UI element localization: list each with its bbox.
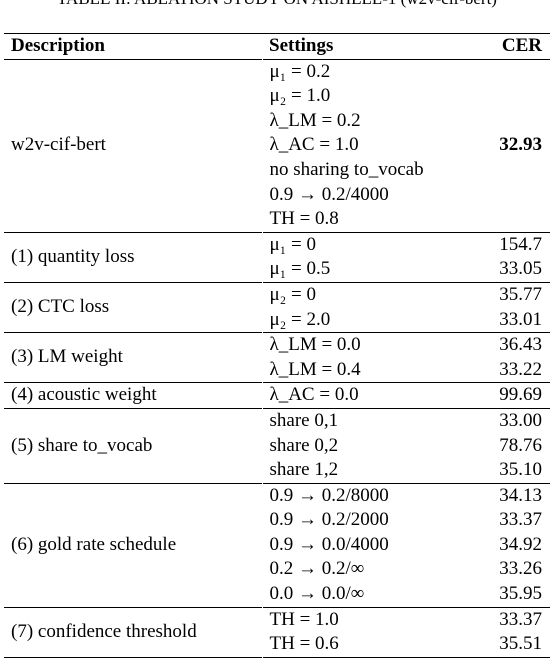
row-setting: μ₁ = 0.5 (269, 258, 331, 280)
row-cer: 33.37 (499, 509, 542, 531)
row-cer: 35.51 (499, 633, 542, 655)
table-row: λ_AC = 1.0 (4, 133, 550, 158)
header-settings: Settings (269, 35, 334, 56)
table-group: (3) LM weight λ_LM = 0.0 36.43 λ_LM = 0.4 33… (4, 333, 550, 383)
table-group: (7) confidence threshold TH = 1.0 33.37 TH … (4, 607, 550, 658)
row-setting: share 1,2 (269, 459, 339, 481)
row-setting: 0.9 → 0.0/4000 (269, 533, 389, 555)
table-row: 0.9 → 0.2/2000 33.37 (4, 508, 550, 533)
row-description: (4) acoustic weight (11, 384, 157, 406)
table-group: w2v-cif-bert μ₁ = 0.2 32.93 μ₂ = 1.0 λ_LM = … (4, 59, 550, 233)
row-cer: 32.93 (499, 134, 542, 156)
row-setting: λ_AC = 0.0 (269, 384, 359, 406)
row-description: (7) confidence threshold (11, 620, 197, 642)
row-setting: 0.9 → 0.2/4000 (269, 183, 389, 205)
table-caption: TABLE II: ABLATION STUDY ON AISHELL-1 (w… (0, 0, 554, 8)
table-group: (4) acoustic weight λ_AC = 0.0 99.69 (4, 383, 550, 409)
table-row: share 0,2 78.76 (4, 434, 550, 459)
row-setting: λ_LM = 0.0 (269, 334, 361, 356)
row-setting: TH = 1.0 (269, 608, 339, 630)
table-row: (4) acoustic weight λ_AC = 0.0 99.69 (4, 383, 550, 409)
row-setting: TH = 0.6 (269, 633, 339, 655)
row-description: (6) gold rate schedule (11, 533, 177, 555)
table-row: w2v-cif-bert μ₁ = 0.2 32.93 (4, 59, 550, 156)
table-row: (7) confidence threshold TH = 1.0 33.37 (4, 607, 550, 642)
row-setting: μ₁ = 0.2 (269, 60, 331, 82)
row-cer: 35.10 (499, 459, 542, 481)
header-cer: CER (501, 35, 542, 56)
row-cer: 33.01 (499, 308, 542, 330)
row-setting: λ_AC = 1.0 (269, 134, 359, 156)
row-cer: 34.92 (499, 533, 542, 555)
row-cer: 34.13 (499, 484, 542, 506)
row-cer: 35.95 (499, 583, 542, 605)
table-row: 0.2 → 0.2/∞ 33.26 (4, 557, 550, 582)
header-description: Description (11, 35, 105, 56)
row-setting: μ₂ = 1.0 (269, 85, 331, 107)
row-cer: 33.22 (499, 358, 542, 380)
row-cer: 33.26 (499, 558, 542, 580)
table-row: 0.0 → 0.0/∞ 35.95 (4, 582, 550, 607)
row-setting: share 0,2 (269, 434, 339, 456)
table-row: (1) quantity loss μ₁ = 0 154.7 (4, 232, 550, 267)
row-setting: 0.9 → 0.2/2000 (269, 509, 389, 531)
table-row: TH = 0.6 35.51 (4, 632, 550, 657)
row-setting: no sharing to_vocab (269, 158, 424, 180)
table-group: (6) gold rate schedule 0.9 → 0.2/8000 34.1… (4, 483, 550, 608)
row-cer: 154.7 (499, 233, 542, 255)
table-group: (1) quantity loss μ₁ = 0 154.7 μ₁ = 0.5 33.0… (4, 232, 550, 283)
table-group: (5) share to_vocab share 0,1 33.00 share 0,… (4, 408, 550, 484)
row-description: w2v-cif-bert (11, 134, 106, 156)
row-description: (3) LM weight (11, 346, 123, 368)
table-row: μ₁ = 0.5 33.05 (4, 257, 550, 282)
table-row: λ_LM = 0.2 (4, 109, 550, 134)
row-setting: 0.0 → 0.0/∞ (269, 583, 365, 605)
table-row: μ₂ = 1.0 (4, 84, 550, 109)
row-setting: μ₁ = 0 (269, 233, 317, 255)
row-cer: 33.37 (499, 608, 542, 630)
table-row: TH = 0.8 (4, 207, 550, 232)
table-row: 0.9 → 0.0/4000 34.92 (4, 533, 550, 558)
table-row: (5) share to_vocab share 0,1 33.00 (4, 408, 550, 456)
row-setting: 0.2 → 0.2/∞ (269, 558, 365, 580)
row-setting: λ_LM = 0.2 (269, 109, 361, 131)
table-row: no sharing to_vocab (4, 158, 550, 183)
table-group: (2) CTC loss μ₂ = 0 35.77 μ₂ = 2.0 33.01 (4, 282, 550, 333)
row-description: (5) share to_vocab (11, 434, 153, 456)
row-cer: 33.00 (499, 409, 542, 431)
header-row: Description Settings CER (4, 33, 550, 60)
row-cer: 35.77 (499, 283, 542, 305)
row-setting: 0.9 → 0.2/8000 (269, 484, 389, 506)
row-description: (2) CTC loss (11, 296, 110, 318)
table-row: 0.9 → 0.2/4000 (4, 183, 550, 208)
table-row: (6) gold rate schedule 0.9 → 0.2/8000 34.1… (4, 483, 550, 555)
row-cer: 99.69 (499, 384, 542, 406)
row-description: (1) quantity loss (11, 246, 135, 268)
row-setting: share 0,1 (269, 409, 339, 431)
table-row: μ₂ = 2.0 33.01 (4, 308, 550, 333)
ablation-table: Description Settings CER w2v-cif-bert μ₁ … (4, 33, 550, 658)
row-setting: μ₂ = 2.0 (269, 308, 331, 330)
row-setting: TH = 0.8 (269, 208, 339, 230)
row-cer: 36.43 (499, 334, 542, 356)
row-setting: μ₂ = 0 (269, 283, 317, 305)
table-row: (2) CTC loss μ₂ = 0 35.77 (4, 282, 550, 317)
table-row: (3) LM weight λ_LM = 0.0 36.43 (4, 333, 550, 367)
row-setting: λ_LM = 0.4 (269, 358, 361, 380)
table-header: Description Settings CER (4, 33, 550, 60)
row-cer: 33.05 (499, 258, 542, 280)
row-cer: 78.76 (499, 434, 542, 456)
table-row: share 1,2 35.10 (4, 458, 550, 483)
table-row: λ_LM = 0.4 33.22 (4, 358, 550, 383)
